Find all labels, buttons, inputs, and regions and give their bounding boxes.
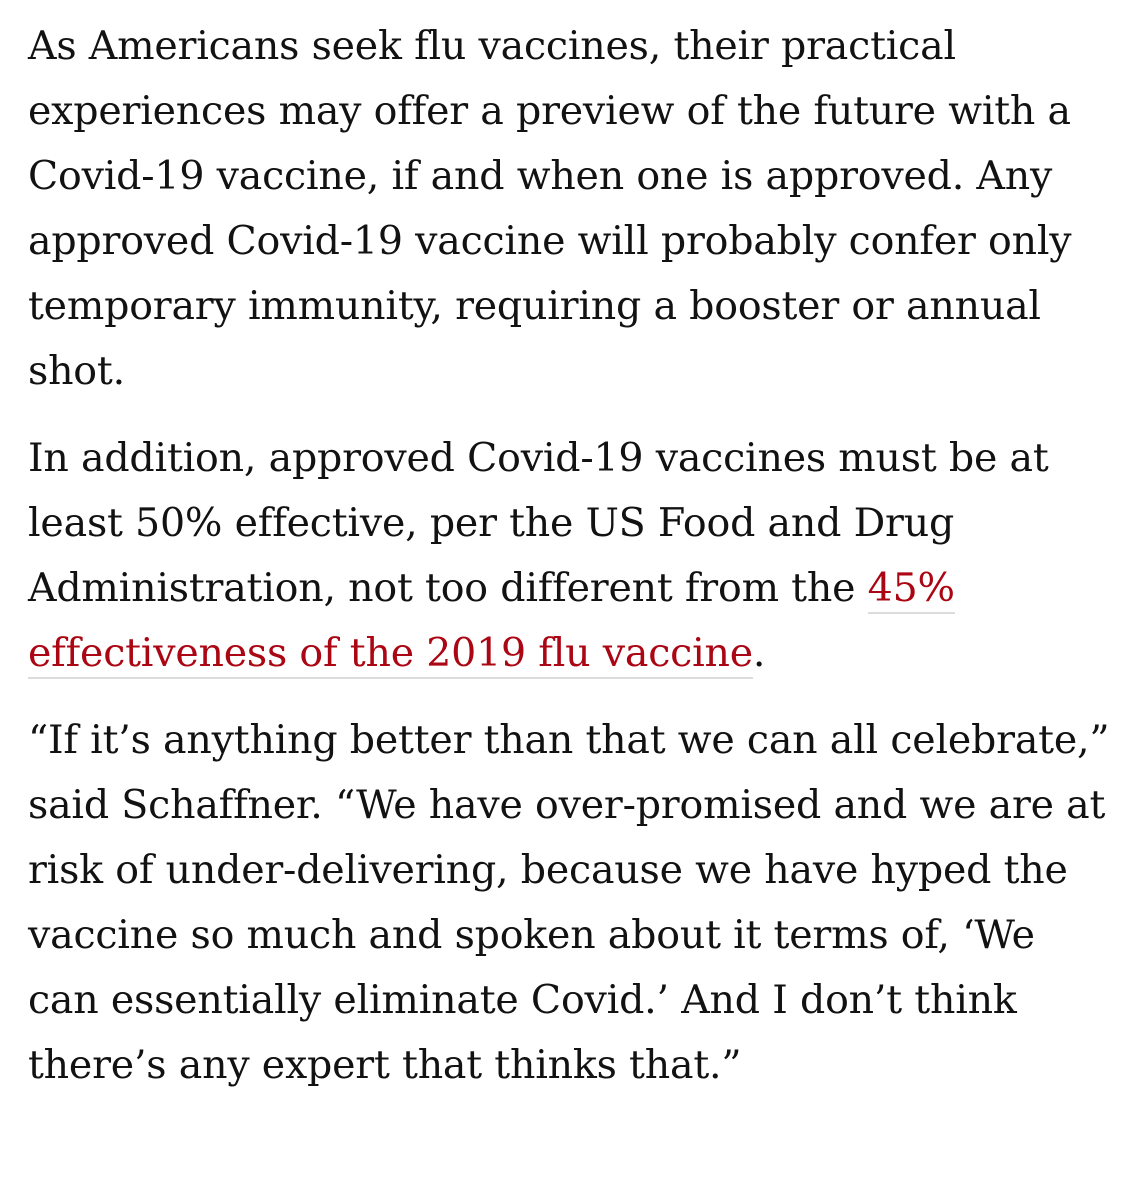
article-paragraph-2: In addition, approved Covid-19 vaccines …	[28, 426, 1113, 686]
article-paragraph-1: As Americans seek flu vaccines, their pr…	[28, 14, 1113, 404]
paragraph-text: As Americans seek flu vaccines, their pr…	[28, 23, 1072, 394]
paragraph-text: “If it’s anything better than that we ca…	[28, 717, 1110, 1088]
flu-vaccine-effectiveness-link[interactable]: 45% effectiveness of the 2019 flu vaccin…	[28, 565, 955, 679]
article-body: As Americans seek flu vaccines, their pr…	[28, 14, 1113, 1120]
paragraph-text-end: .	[752, 630, 766, 676]
article-paragraph-3: “If it’s anything better than that we ca…	[28, 708, 1113, 1098]
paragraph-text: In addition, approved Covid-19 vaccines …	[28, 435, 1049, 611]
